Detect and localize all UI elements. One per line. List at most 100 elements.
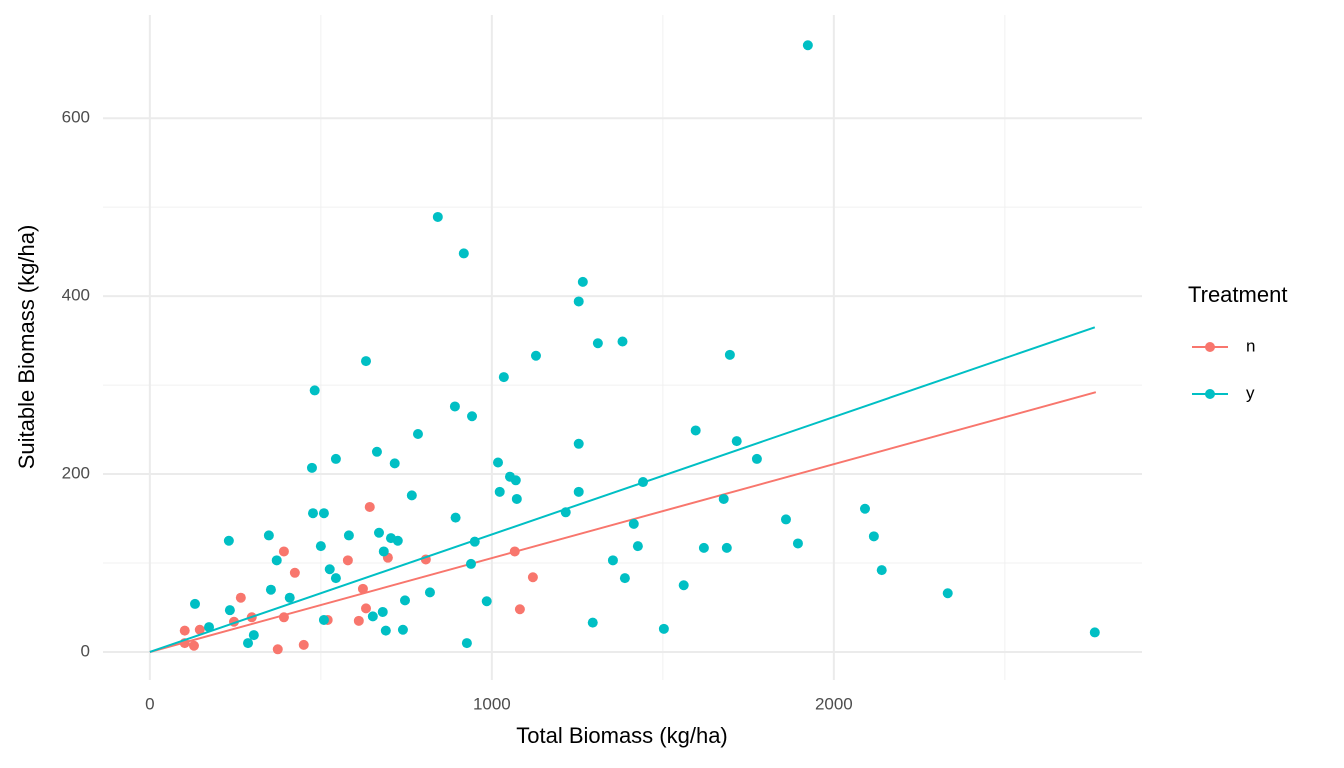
point [942, 588, 953, 599]
point [204, 622, 215, 633]
point [298, 639, 309, 650]
point [263, 530, 274, 541]
point [619, 573, 630, 584]
point [364, 501, 375, 512]
point [721, 542, 732, 553]
point [360, 356, 371, 367]
legend-title: Treatment [1188, 282, 1287, 307]
point [731, 436, 742, 447]
point [397, 624, 408, 635]
point [577, 276, 588, 287]
point [607, 555, 618, 566]
point [392, 535, 403, 546]
legend-marker [1205, 389, 1215, 399]
point [406, 490, 417, 501]
point [378, 546, 389, 557]
point [367, 611, 378, 622]
y-tick-label: 400 [62, 286, 90, 305]
fit-line [149, 326, 1096, 653]
point [248, 630, 259, 641]
point [465, 558, 476, 569]
point [449, 401, 460, 412]
point [751, 453, 762, 464]
point [690, 425, 701, 436]
point [424, 587, 435, 598]
point [360, 603, 371, 614]
point [511, 493, 522, 504]
point [353, 615, 364, 626]
point [412, 429, 423, 440]
point [265, 584, 276, 595]
point [307, 508, 318, 519]
point [573, 438, 584, 449]
legend-marker [1205, 342, 1215, 352]
point [698, 542, 709, 553]
point [527, 572, 538, 583]
point [1089, 627, 1100, 638]
point [235, 592, 246, 603]
x-tick-label: 1000 [473, 694, 511, 713]
x-tick-label: 2000 [815, 694, 853, 713]
y-tick-label: 0 [81, 641, 90, 660]
point [315, 541, 326, 552]
point [330, 453, 341, 464]
point [458, 248, 469, 259]
legend-label: n [1246, 336, 1255, 355]
fit-line [149, 391, 1097, 653]
x-axis-title: Total Biomass (kg/ha) [516, 723, 728, 748]
point [868, 531, 879, 542]
point [318, 614, 329, 625]
point [272, 644, 283, 655]
y-tick-label: 600 [62, 108, 90, 127]
point [658, 623, 669, 634]
point [802, 40, 813, 51]
point [530, 350, 541, 361]
point [289, 567, 300, 578]
point [399, 595, 410, 606]
point [223, 535, 234, 546]
point [189, 598, 200, 609]
point [780, 514, 791, 525]
point [876, 565, 887, 576]
legend-label: y [1246, 383, 1255, 402]
point [467, 411, 478, 422]
point [284, 592, 295, 603]
point [278, 546, 289, 557]
point [357, 583, 368, 594]
point [724, 349, 735, 360]
point [188, 640, 199, 651]
point [389, 458, 400, 469]
point [859, 503, 870, 514]
point [377, 606, 388, 617]
point [481, 596, 492, 607]
point [343, 530, 354, 541]
point [632, 541, 643, 552]
point [628, 518, 639, 529]
point [224, 605, 235, 616]
point [179, 625, 190, 636]
point [494, 486, 505, 497]
point [432, 211, 443, 222]
point [573, 296, 584, 307]
point [510, 475, 521, 486]
point [380, 625, 391, 636]
point [450, 512, 461, 523]
point [330, 573, 341, 584]
point [373, 527, 384, 538]
point [309, 385, 320, 396]
point [306, 462, 317, 473]
point [718, 493, 729, 504]
point [318, 508, 329, 519]
point [342, 555, 353, 566]
point [587, 617, 598, 628]
point [592, 338, 603, 349]
y-tick-label: 200 [62, 464, 90, 483]
point [461, 638, 472, 649]
point [371, 446, 382, 457]
y-axis-title: Suitable Biomass (kg/ha) [14, 225, 39, 470]
point [194, 624, 205, 635]
point [271, 555, 282, 566]
point [617, 336, 628, 347]
point [493, 457, 504, 468]
